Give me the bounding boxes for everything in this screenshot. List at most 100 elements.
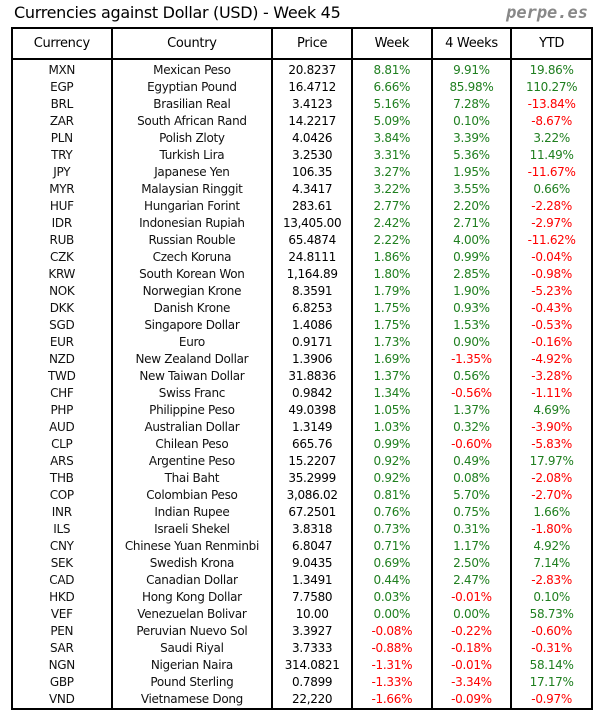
header-week: Week <box>351 27 433 60</box>
country-name: South African Rand <box>110 113 274 130</box>
country-name: Singapore Dollar <box>110 317 274 334</box>
four-week-change: 0.32% <box>430 419 513 436</box>
four-week-change: 3.55% <box>430 181 513 198</box>
ytd-change: 58.73% <box>510 606 593 623</box>
four-week-change: 0.75% <box>430 504 513 521</box>
currency-code: THB <box>11 470 113 487</box>
week-change: 2.77% <box>351 198 433 215</box>
currency-code: COP <box>11 487 113 504</box>
country-name: Malaysian Ringgit <box>110 181 274 198</box>
currency-code: ARS <box>11 453 113 470</box>
country-name: Saudi Riyal <box>110 640 274 657</box>
week-change: 0.69% <box>351 555 433 572</box>
currency-code: NOK <box>11 283 113 300</box>
ytd-change: -0.04% <box>510 249 593 266</box>
price: 3.3927 <box>271 623 354 640</box>
ytd-change: -8.67% <box>510 113 593 130</box>
price: 314.0821 <box>271 657 354 674</box>
four-week-change: -0.18% <box>430 640 513 657</box>
table-row: GBP Pound Sterling 0.7899 -1.33% -3.34% 17.17… <box>11 674 593 691</box>
ytd-change: -11.62% <box>510 232 593 249</box>
table-row: VEF Venezuelan Bolivar 10.00 0.00% 0.00% 58.7… <box>11 606 593 623</box>
country-name: Turkish Lira <box>110 147 274 164</box>
table-row: HKD Hong Kong Dollar 7.7580 0.03% -0.01% 0.10… <box>11 589 593 606</box>
ytd-change: -0.60% <box>510 623 593 640</box>
header-price: Price <box>271 27 354 60</box>
table-row: PEN Peruvian Nuevo Sol 3.3927 -0.08% -0.22% -… <box>11 623 593 640</box>
week-change: 1.05% <box>351 402 433 419</box>
price: 0.9171 <box>271 334 354 351</box>
table-row: NZD New Zealand Dollar 1.3906 1.69% -1.35% -4… <box>11 351 593 368</box>
four-week-change: 0.49% <box>430 453 513 470</box>
price: 3.4123 <box>271 96 354 113</box>
price: 9.0435 <box>271 555 354 572</box>
week-change: 0.81% <box>351 487 433 504</box>
country-name: Hungarian Forint <box>110 198 274 215</box>
price: 22,220 <box>271 691 354 709</box>
table-row: JPY Japanese Yen 106.35 3.27% 1.95% -11.67% <box>11 164 593 181</box>
four-week-change: 0.99% <box>430 249 513 266</box>
week-change: 0.44% <box>351 572 433 589</box>
table-row: COP Colombian Peso 3,086.02 0.81% 5.70% -2.70… <box>11 487 593 504</box>
ytd-change: 1.66% <box>510 504 593 521</box>
country-name: Swedish Krona <box>110 555 274 572</box>
week-change: 2.22% <box>351 232 433 249</box>
table-row: CZK Czech Koruna 24.8111 1.86% 0.99% -0.04% <box>11 249 593 266</box>
table-row: SEK Swedish Krona 9.0435 0.69% 2.50% 7.14% <box>11 555 593 572</box>
currency-code: VND <box>11 691 113 709</box>
country-name: Indian Rupee <box>110 504 274 521</box>
four-week-change: -0.56% <box>430 385 513 402</box>
ytd-change: -5.23% <box>510 283 593 300</box>
table-row: CLP Chilean Peso 665.76 0.99% -0.60% -5.83% <box>11 436 593 453</box>
four-week-change: 0.10% <box>430 113 513 130</box>
country-name: Thai Baht <box>110 470 274 487</box>
country-name: Swiss Franc <box>110 385 274 402</box>
price: 65.4874 <box>271 232 354 249</box>
currency-code: HKD <box>11 589 113 606</box>
header-country: Country <box>110 27 274 60</box>
price: 1.3149 <box>271 419 354 436</box>
country-name: Colombian Peso <box>110 487 274 504</box>
week-change: 1.69% <box>351 351 433 368</box>
week-change: 1.79% <box>351 283 433 300</box>
price: 14.2217 <box>271 113 354 130</box>
four-week-change: 1.17% <box>430 538 513 555</box>
four-week-change: -0.01% <box>430 589 513 606</box>
country-name: Australian Dollar <box>110 419 274 436</box>
four-week-change: 2.71% <box>430 215 513 232</box>
header-currency: Currency <box>11 27 113 60</box>
price: 31.8836 <box>271 368 354 385</box>
currency-table: Currency Country Price Week 4 Weeks YTD … <box>11 27 593 710</box>
country-name: Mexican Peso <box>110 59 274 79</box>
currency-code: EGP <box>11 79 113 96</box>
currency-code: VEF <box>11 606 113 623</box>
ytd-change: -1.80% <box>510 521 593 538</box>
price: 7.7580 <box>271 589 354 606</box>
week-change: 0.71% <box>351 538 433 555</box>
week-change: 5.09% <box>351 113 433 130</box>
table-row: PLN Polish Zloty 4.0426 3.84% 3.39% 3.22% <box>11 130 593 147</box>
currency-code: BRL <box>11 96 113 113</box>
price: 1,164.89 <box>271 266 354 283</box>
price: 665.76 <box>271 436 354 453</box>
four-week-change: -1.35% <box>430 351 513 368</box>
ytd-change: 19.86% <box>510 59 593 79</box>
week-change: 0.00% <box>351 606 433 623</box>
ytd-change: 4.69% <box>510 402 593 419</box>
four-week-change: 7.28% <box>430 96 513 113</box>
table-row: ILS Israeli Shekel 3.8318 0.73% 0.31% -1.80% <box>11 521 593 538</box>
price: 0.9842 <box>271 385 354 402</box>
table-row: CHF Swiss Franc 0.9842 1.34% -0.56% -1.11% <box>11 385 593 402</box>
currency-code: MYR <box>11 181 113 198</box>
table-row: EUR Euro 0.9171 1.73% 0.90% -0.16% <box>11 334 593 351</box>
country-name: Argentine Peso <box>110 453 274 470</box>
four-week-change: 5.36% <box>430 147 513 164</box>
table-row: SAR Saudi Riyal 3.7333 -0.88% -0.18% -0.31% <box>11 640 593 657</box>
ytd-change: -0.97% <box>510 691 593 709</box>
ytd-change: -0.16% <box>510 334 593 351</box>
table-row: CNY Chinese Yuan Renminbi 6.8047 0.71% 1.17%… <box>11 538 593 555</box>
price: 3.8318 <box>271 521 354 538</box>
ytd-change: -2.97% <box>510 215 593 232</box>
ytd-change: -4.92% <box>510 351 593 368</box>
currency-code: AUD <box>11 419 113 436</box>
